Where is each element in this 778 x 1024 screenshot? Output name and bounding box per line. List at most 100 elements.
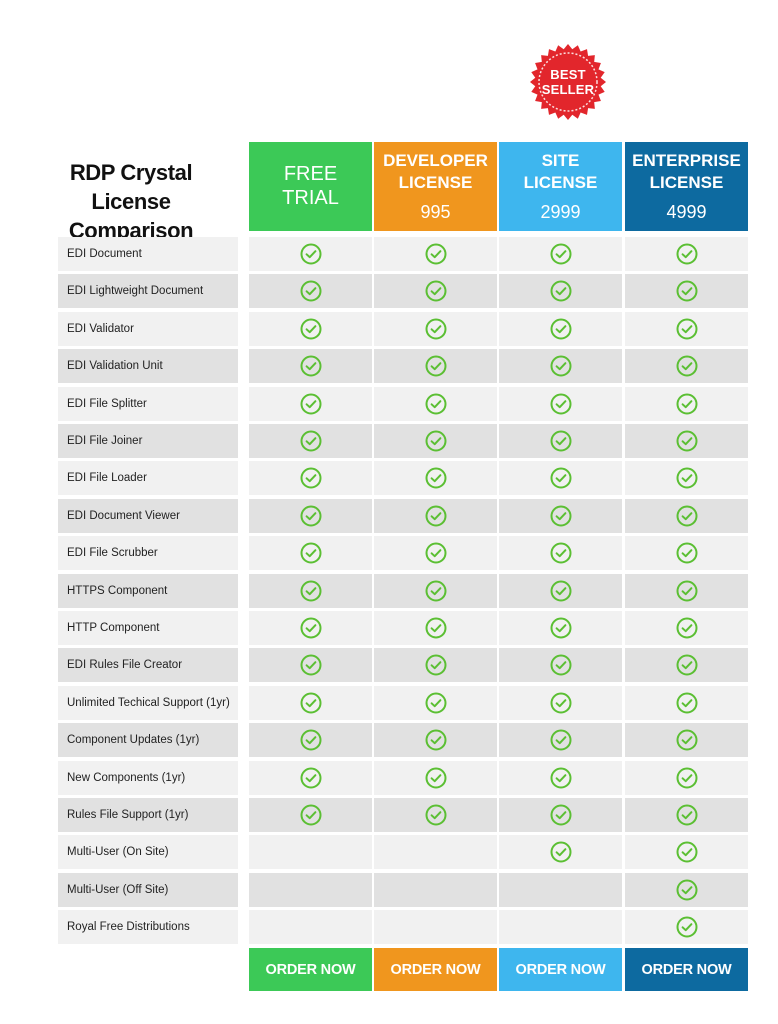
cell-enterprise	[625, 424, 748, 458]
cell-free	[249, 387, 372, 421]
check-circle-icon	[425, 393, 446, 415]
cell-free	[249, 648, 372, 682]
check-circle-icon	[425, 355, 446, 377]
table-row: EDI File Scrubber	[0, 536, 778, 570]
plan-header-developer: DEVELOPER LICENSE 995	[374, 142, 497, 231]
table-row: HTTPS Component	[0, 574, 778, 608]
feature-label: EDI Lightweight Document	[58, 274, 238, 308]
starburst-seal-icon	[530, 44, 606, 120]
check-circle-icon	[676, 804, 697, 826]
check-circle-icon	[676, 355, 697, 377]
plan-name-line-2: LICENSE	[398, 173, 473, 192]
check-circle-icon	[550, 280, 571, 302]
order-now-button-free[interactable]: ORDER NOW	[249, 948, 372, 991]
cell-site	[499, 761, 622, 795]
check-circle-icon	[425, 318, 446, 340]
cell-site	[499, 461, 622, 495]
check-circle-icon	[300, 355, 321, 377]
cell-site	[499, 312, 622, 346]
table-row: EDI Rules File Creator	[0, 648, 778, 682]
cell-enterprise	[625, 461, 748, 495]
check-circle-icon	[425, 243, 446, 265]
cell-free	[249, 274, 372, 308]
check-circle-icon	[550, 767, 571, 789]
cell-enterprise	[625, 536, 748, 570]
check-circle-icon	[300, 542, 321, 564]
cell-site	[499, 723, 622, 757]
cell-free	[249, 611, 372, 645]
cell-free	[249, 686, 372, 720]
check-circle-icon	[676, 243, 697, 265]
feature-label: EDI File Scrubber	[58, 536, 238, 570]
check-circle-icon	[300, 729, 321, 751]
table-row: Component Updates (1yr)	[0, 723, 778, 757]
plan-name-line-2: TRIAL	[282, 187, 339, 209]
check-circle-icon	[300, 280, 321, 302]
cell-free	[249, 798, 372, 832]
feature-label: EDI Document	[58, 237, 238, 271]
check-circle-icon	[425, 467, 446, 489]
check-circle-icon	[300, 617, 321, 639]
cell-site	[499, 648, 622, 682]
check-circle-icon	[425, 280, 446, 302]
feature-label: EDI File Joiner	[58, 424, 238, 458]
cell-free	[249, 723, 372, 757]
feature-label: Component Updates (1yr)	[58, 723, 238, 757]
check-circle-icon	[300, 318, 321, 340]
cell-developer	[374, 574, 497, 608]
feature-label: EDI Validator	[58, 312, 238, 346]
cell-developer	[374, 349, 497, 383]
check-circle-icon	[300, 692, 321, 714]
cell-free	[249, 237, 372, 271]
table-row: New Components (1yr)	[0, 761, 778, 795]
cell-free	[249, 761, 372, 795]
cell-developer	[374, 536, 497, 570]
cell-enterprise	[625, 798, 748, 832]
plan-name-line-1: ENTERPRISE	[632, 151, 741, 170]
check-circle-icon	[550, 617, 571, 639]
table-row: Rules File Support (1yr)	[0, 798, 778, 832]
check-circle-icon	[425, 505, 446, 527]
table-row: EDI Validation Unit	[0, 349, 778, 383]
plan-name-line-2: LICENSE	[523, 173, 598, 192]
cell-free	[249, 461, 372, 495]
check-circle-icon	[550, 430, 571, 452]
cell-free	[249, 424, 372, 458]
check-circle-icon	[676, 879, 697, 901]
cell-developer	[374, 611, 497, 645]
cell-enterprise	[625, 499, 748, 533]
check-circle-icon	[676, 729, 697, 751]
cell-enterprise	[625, 648, 748, 682]
check-circle-icon	[425, 692, 446, 714]
cell-developer	[374, 387, 497, 421]
table-row: EDI Validator	[0, 312, 778, 346]
order-now-button-enterprise[interactable]: ORDER NOW	[625, 948, 748, 991]
table-row: EDI Document	[0, 237, 778, 271]
badge-line-2: SELLER	[541, 82, 595, 97]
plan-name-line-2: LICENSE	[649, 173, 724, 192]
cell-developer	[374, 873, 497, 907]
feature-label: EDI Rules File Creator	[58, 648, 238, 682]
check-circle-icon	[300, 243, 321, 265]
page-title: RDP Crystal License Comparison	[30, 158, 232, 245]
order-now-button-site[interactable]: ORDER NOW	[499, 948, 622, 991]
plan-header-site: SITE LICENSE 2999	[499, 142, 622, 231]
check-circle-icon	[676, 542, 697, 564]
plan-price: 2999	[540, 202, 581, 222]
cell-developer	[374, 461, 497, 495]
cell-developer	[374, 761, 497, 795]
order-now-button-developer[interactable]: ORDER NOW	[374, 948, 497, 991]
cell-site	[499, 424, 622, 458]
cell-site	[499, 274, 622, 308]
feature-label: Multi-User (On Site)	[58, 835, 238, 869]
check-circle-icon	[676, 841, 697, 863]
check-circle-icon	[676, 654, 697, 676]
check-circle-icon	[425, 542, 446, 564]
plan-name-line-1: SITE	[541, 151, 580, 170]
plan-name-line-1: DEVELOPER	[383, 151, 488, 170]
cell-site	[499, 536, 622, 570]
check-circle-icon	[425, 654, 446, 676]
plan-header-enterprise: ENTERPRISE LICENSE 4999	[625, 142, 748, 231]
table-row: Multi-User (On Site)	[0, 835, 778, 869]
cell-site	[499, 798, 622, 832]
